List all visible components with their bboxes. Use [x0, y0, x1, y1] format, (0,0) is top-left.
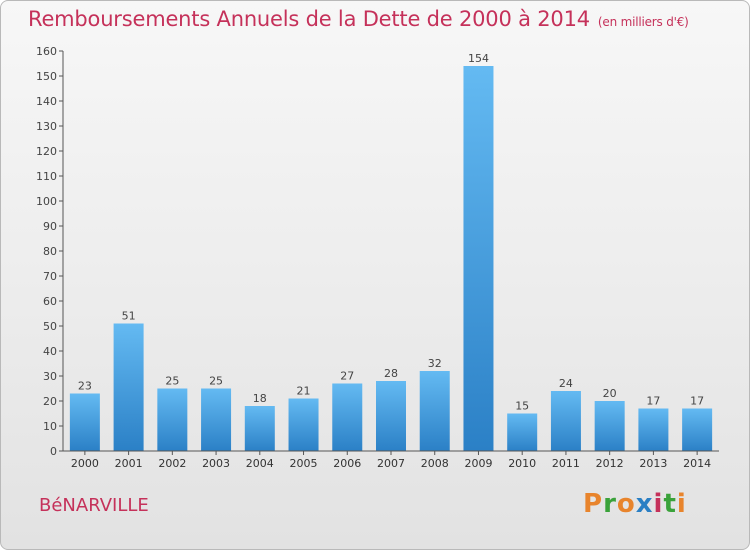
y-tick-label: 20: [43, 395, 57, 408]
x-axis: 2000 2001 2002 2003 2004 2005 2006 2007 2008 2009…: [63, 450, 719, 470]
logo-letter: o: [616, 489, 636, 519]
y-tick-label: 90: [43, 220, 57, 233]
bar-2004: [244, 406, 275, 451]
x-tick-label-2003: 2003: [202, 457, 230, 470]
x-tick-label-2013: 2013: [639, 457, 667, 470]
data-label-2006: 27: [340, 370, 354, 383]
data-label-2014: 17: [690, 395, 704, 408]
x-tick-label-2001: 2001: [115, 457, 143, 470]
data-label-2010: 15: [515, 400, 529, 413]
bar-2011: [550, 391, 581, 451]
x-tick-label-2010: 2010: [508, 457, 536, 470]
bar-2002: [157, 388, 188, 451]
proxiti-logo: Proxiti: [583, 489, 687, 519]
y-tick-label: 130: [36, 120, 57, 133]
y-tick-label: 100: [36, 195, 57, 208]
bar-2010: [507, 413, 538, 451]
bar-2005: [288, 398, 319, 451]
bars: 23 51 25 25 18 21 27 28 32 154 15 24 20 17 17: [69, 52, 713, 451]
y-tick-label: 110: [36, 170, 57, 183]
y-tick-label: 120: [36, 145, 57, 158]
bar-2012: [594, 401, 625, 451]
title-text: Remboursements Annuels de la Dette de 20…: [28, 7, 590, 31]
bar-2003: [201, 388, 232, 451]
title-unit: (en milliers d'€): [597, 15, 689, 29]
bar-2014: [682, 408, 713, 451]
bar-2006: [332, 383, 363, 451]
logo-letter: i: [676, 489, 687, 519]
logo-letter: i: [653, 489, 664, 519]
y-tick-label: 0: [50, 445, 57, 458]
x-tick-label-2014: 2014: [683, 457, 711, 470]
logo-letter: x: [635, 489, 654, 519]
y-tick-label: 10: [43, 420, 57, 433]
data-label-2012: 20: [603, 387, 617, 400]
logo-letter: P: [583, 489, 604, 519]
data-label-2013: 17: [646, 395, 660, 408]
bar-2013: [638, 408, 669, 451]
x-tick-label-2000: 2000: [71, 457, 99, 470]
x-tick-label-2008: 2008: [421, 457, 449, 470]
y-tick-label: 40: [43, 345, 57, 358]
data-label-2002: 25: [165, 375, 179, 388]
data-label-2011: 24: [559, 377, 573, 390]
x-tick-label-2002: 2002: [158, 457, 186, 470]
x-tick-label-2012: 2012: [596, 457, 624, 470]
y-tick-label: 50: [43, 320, 57, 333]
y-tick-label: 160: [36, 45, 57, 58]
x-tick-label-2006: 2006: [333, 457, 361, 470]
x-tick-label-2011: 2011: [552, 457, 580, 470]
x-tick-label-2005: 2005: [290, 457, 318, 470]
x-tick-label-2007: 2007: [377, 457, 405, 470]
chart-title: Remboursements Annuels de la Dette de 20…: [28, 7, 689, 31]
y-tick-label: 60: [43, 295, 57, 308]
data-label-2003: 25: [209, 375, 223, 388]
commune-name: BéNARVILLE: [39, 495, 149, 516]
data-label-2001: 51: [122, 310, 136, 323]
data-label-2009: 154: [468, 52, 489, 65]
data-label-2005: 21: [297, 385, 311, 398]
data-label-2007: 28: [384, 367, 398, 380]
logo-letter: r: [603, 489, 617, 519]
data-label-2008: 32: [428, 357, 442, 370]
y-tick-label: 140: [36, 95, 57, 108]
bar-2000: [69, 393, 100, 451]
y-tick-label: 30: [43, 370, 57, 383]
y-tick-label: 70: [43, 270, 57, 283]
x-tick-label-2004: 2004: [246, 457, 274, 470]
x-tick-label-2009: 2009: [464, 457, 492, 470]
data-label-2000: 23: [78, 380, 92, 393]
bar-2009: [463, 66, 494, 451]
bar-2008: [419, 371, 450, 451]
y-axis: 0 10 20 30 40 50 60 70 80 90 100 110 120 130 140 150 160: [36, 45, 64, 458]
bar-2007: [376, 381, 406, 451]
y-tick-label: 80: [43, 245, 57, 258]
data-label-2004: 18: [253, 392, 267, 405]
logo-letter: t: [663, 489, 677, 519]
bar-2001: [113, 323, 144, 451]
y-tick-label: 150: [36, 70, 57, 83]
